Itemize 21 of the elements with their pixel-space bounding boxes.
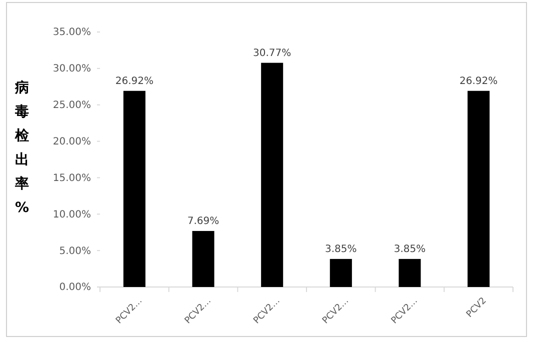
y-tick-label: 15.00% bbox=[52, 172, 91, 184]
bar bbox=[261, 62, 284, 287]
data-label: 3.85% bbox=[325, 244, 357, 255]
bar bbox=[330, 258, 352, 287]
y-tick-label: 10.00% bbox=[52, 209, 91, 220]
y-tick-label: 20.00% bbox=[52, 136, 91, 148]
y-tick-label: 30.00% bbox=[52, 64, 91, 75]
bar bbox=[468, 90, 490, 287]
data-label: 26.92% bbox=[460, 76, 498, 87]
bar bbox=[192, 230, 214, 287]
data-label: 7.69% bbox=[187, 216, 220, 227]
bar bbox=[123, 90, 146, 287]
y-tick-label: 25.00% bbox=[52, 100, 91, 112]
data-label: 3.85% bbox=[394, 244, 426, 255]
bar bbox=[398, 258, 421, 287]
y-tick-label: 5.00% bbox=[59, 246, 91, 257]
data-label: 30.77% bbox=[253, 48, 292, 59]
data-label: 26.92% bbox=[115, 76, 154, 87]
y-tick-label: 35.00% bbox=[52, 27, 91, 38]
y-tick-label: 0.00% bbox=[59, 282, 91, 294]
y-axis-title: 病毒检出率% bbox=[14, 79, 30, 216]
